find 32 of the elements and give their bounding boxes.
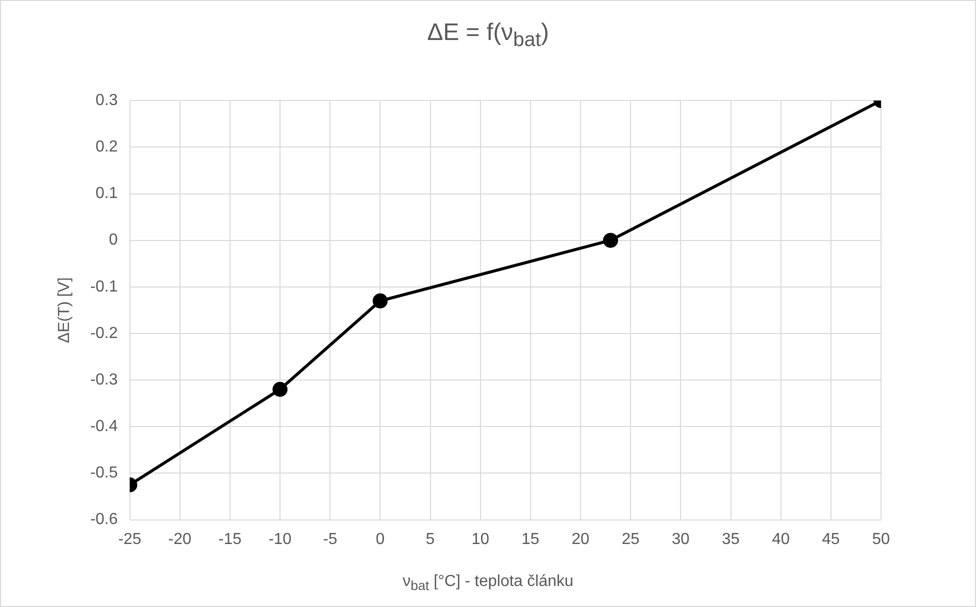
- x-tick-label: 25: [622, 530, 640, 548]
- y-tick-label: 0.3: [96, 92, 118, 110]
- y-tick-label: 0: [108, 232, 118, 249]
- point: [372, 293, 388, 308]
- x-tick-label: 30: [672, 530, 690, 548]
- x-tick-label: -15: [218, 530, 242, 548]
- x-tick-label: 50: [872, 530, 890, 548]
- point: [272, 382, 288, 397]
- y-tick-label: -0.2: [90, 324, 118, 342]
- y-tick-label: -0.4: [90, 418, 118, 436]
- y-tick-label: -0.1: [90, 278, 118, 296]
- x-tick-label: 15: [522, 530, 540, 548]
- x-tick-label: -20: [168, 530, 192, 548]
- x-tick-label: 20: [572, 530, 590, 548]
- y-axis-title: ΔE(T) [V]: [56, 277, 74, 344]
- x-tick-label: -25: [118, 530, 142, 548]
- y-tick-label: -0.5: [90, 464, 118, 482]
- y-tick-label: -0.6: [90, 511, 118, 528]
- y-tick-label: -0.3: [90, 371, 118, 388]
- x-tick-label: 45: [822, 530, 840, 548]
- x-tick-label: 35: [722, 530, 740, 548]
- x-axis-title: ν$_{bat}$ [°C] - teplota článku: [402, 573, 574, 594]
- point: [603, 232, 618, 248]
- chart-title: ΔE = f(ν$_{bat}$): [426, 19, 550, 52]
- x-tick-label: -10: [268, 530, 292, 548]
- x-tick-label: 0: [376, 530, 385, 548]
- y-tick-label: 0.1: [96, 185, 118, 202]
- x-tick-label: 10: [471, 530, 490, 548]
- y-tick-label: 0.2: [96, 138, 118, 156]
- x-tick-label: 40: [772, 530, 790, 548]
- x-tick-label: 5: [426, 530, 435, 548]
- x-tick-label: -5: [322, 530, 338, 548]
